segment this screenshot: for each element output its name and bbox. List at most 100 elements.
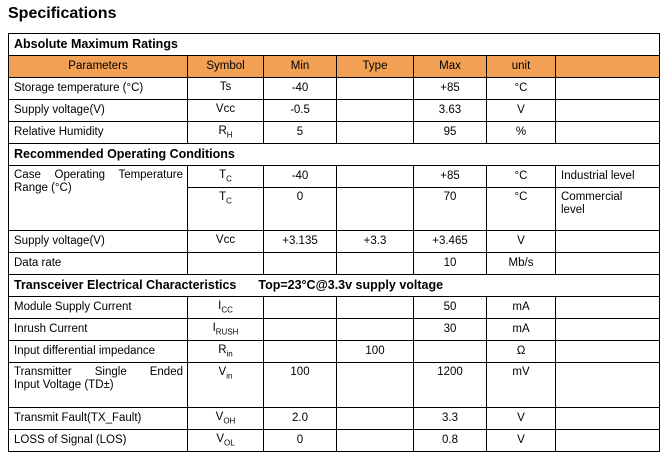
cell-type [336,165,414,188]
cell-parameter: Data rate [8,252,188,275]
column-header-note [554,55,661,78]
column-header-max: Max [413,55,487,78]
cell-unit: °C [486,77,556,100]
cell-symbol: Vin [187,362,264,408]
cell-max: 0.8 [413,429,487,452]
cell-max: +85 [413,77,487,100]
cell-max: 30 [413,318,487,341]
cell-symbol: VOH [187,407,264,430]
table-row: Storage temperature (°C) Ts -40 +85 °C [8,77,661,100]
cell-min: -40 [263,77,337,100]
cell-symbol: IRUSH [187,318,264,341]
cell-type [336,77,414,100]
table-row: Module Supply Current ICC 50 mA [8,296,661,319]
cell-min: -40 [263,165,337,188]
cell-type [336,187,414,231]
cell-max: 10 [413,252,487,275]
cell-symbol: VOL [187,429,264,452]
cell-unit: mV [486,362,556,408]
cell-type [336,362,414,408]
cell-parameter: Transmitter Single Ended Input Voltage (… [8,362,188,408]
cell-note [554,429,661,452]
cell-parameter: Storage temperature (°C) [8,77,188,100]
cell-min: 100 [263,362,337,408]
cell-unit: % [486,121,556,144]
cell-parameter: Inrush Current [8,318,188,341]
section-header-absolute-maximum-ratings: Absolute Maximum Ratings [7,33,661,56]
table-row: Supply voltage(V) Vcc -0.5 3.63 V [8,99,661,122]
cell-note [554,99,661,122]
cell-symbol: Vcc [187,230,264,253]
cell-type: 100 [336,340,414,363]
cell-type: +3.3 [336,230,414,253]
cell-unit: Ω [486,340,556,363]
cell-type [336,318,414,341]
cell-symbol: Ts [187,77,264,100]
cell-note: Commercial level [554,187,661,231]
cell-unit: °C [486,187,556,231]
section-subtitle: Top=23°C@3.3v supply voltage [258,278,444,292]
column-header-min: Min [263,55,337,78]
table-row: Supply voltage(V) Vcc +3.135 +3.3 +3.465… [8,230,661,253]
table-row: LOSS of Signal (LOS) VOL 0 0.8 V [8,429,661,452]
cell-min: 2.0 [263,407,337,430]
cell-max: +3.465 [413,230,487,253]
cell-note [554,318,661,341]
column-header-parameters: Parameters [8,55,188,78]
table-row: Data rate 10 Mb/s [8,252,661,275]
table-row: TC 0 70 °C Commercial level [9,187,661,231]
cell-max: 3.3 [413,407,487,430]
table-row: Transmit Fault(TX_Fault) VOH 2.0 3.3 V [8,407,661,430]
cell-symbol: Vcc [187,99,264,122]
table-row: Relative Humidity RH 5 95 % [8,121,661,144]
column-header-symbol: Symbol [187,55,264,78]
cell-unit: °C [486,165,556,188]
section-title: Transceiver Electrical Characteristics [14,278,237,292]
cell-unit: V [486,429,556,452]
section-header-recommended-operating-conditions: Recommended Operating Conditions [7,143,661,166]
cell-note [554,121,661,144]
cell-unit: V [486,407,556,430]
cell-type [336,121,414,144]
cell-type [336,296,414,319]
cell-note [554,340,661,363]
page-title: Specifications [8,5,117,22]
cell-min: -0.5 [263,99,337,122]
section-title: Recommended Operating Conditions [7,143,661,166]
cell-min [263,296,337,319]
cell-parameter: Case Operating Temperature Range (°C) [8,165,188,231]
cell-note: Industrial level [554,165,661,188]
section-title: Absolute Maximum Ratings [7,33,661,56]
cell-parameter: Module Supply Current [8,296,188,319]
cell-min: 5 [263,121,337,144]
table-row: Case Operating Temperature Range (°C) TC… [8,165,661,231]
cell-symbol [187,252,264,275]
cell-symbol: ICC [187,296,264,319]
cell-unit: V [486,99,556,122]
cell-parameter: Supply voltage(V) [8,230,188,253]
cell-unit: mA [486,318,556,341]
cell-max: 95 [413,121,487,144]
column-header-row: Parameters Symbol Min Type Max unit [8,55,661,78]
cell-max: 3.63 [413,99,487,122]
cell-min: 0 [263,187,337,231]
cell-type [336,407,414,430]
cell-min: +3.135 [263,230,337,253]
table-row: Input differential impedance Rin 100 Ω [8,340,661,363]
cell-parameter: Input differential impedance [8,340,188,363]
cell-unit: mA [486,296,556,319]
cell-type [336,99,414,122]
cell-parameter: Relative Humidity [8,121,188,144]
table-row: Transmitter Single Ended Input Voltage (… [8,362,661,408]
cell-min [263,252,337,275]
cell-max: 1200 [413,362,487,408]
cell-note [554,407,661,430]
cell-note [554,362,661,408]
column-header-unit: unit [486,55,556,78]
cell-max: +85 [413,165,487,188]
cell-symbol: TC [187,187,264,231]
cell-unit: V [486,230,556,253]
cell-symbol: RH [187,121,264,144]
table-row: Inrush Current IRUSH 30 mA [8,318,661,341]
